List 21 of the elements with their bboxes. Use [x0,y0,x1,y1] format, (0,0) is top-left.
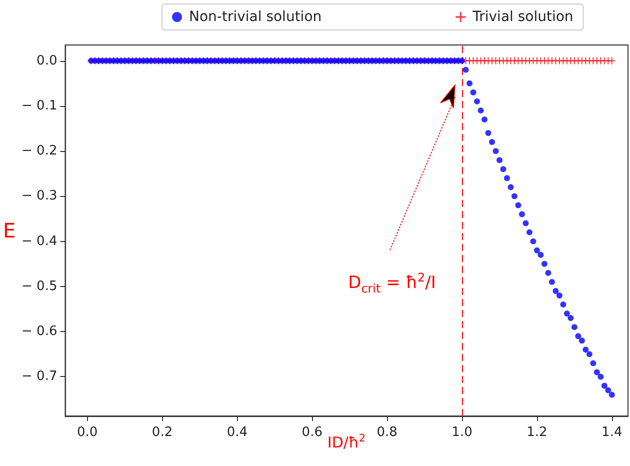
y-tick-label: − 0.2 [22,144,58,159]
y-axis-title: E [2,218,16,242]
y-tick-label: 0.0 [36,53,58,68]
y-tick-label: − 0.5 [22,278,58,294]
y-tick-label: − 0.6 [22,324,58,340]
x-tick-label: 1.4 [602,425,622,440]
y-tick-label: − 0.3 [22,188,58,204]
x-tick-label: 0.4 [226,425,248,440]
y-tick-label: − 0.7 [22,369,58,384]
x-tick-label: 0.0 [77,425,98,440]
x-tick-label: 1.2 [526,425,548,440]
x-axis-title: ID/ħ$^{2}$ [327,432,366,452]
legend-label: Trivial solution [472,9,574,25]
x-tick-label: 0.2 [152,425,173,440]
y-tick-label: − 0.4 [22,234,58,249]
x-tick-label: 0.6 [302,425,322,440]
annotation: D$_{crit}$ = ħ$^{2}$/I [348,270,436,296]
x-tick-label: 0.8 [376,425,398,440]
y-tick-label: − 0.1 [22,98,58,114]
x-tick-label: 1.0 [452,425,472,440]
legend-label: Non-trivial solution [189,9,322,25]
